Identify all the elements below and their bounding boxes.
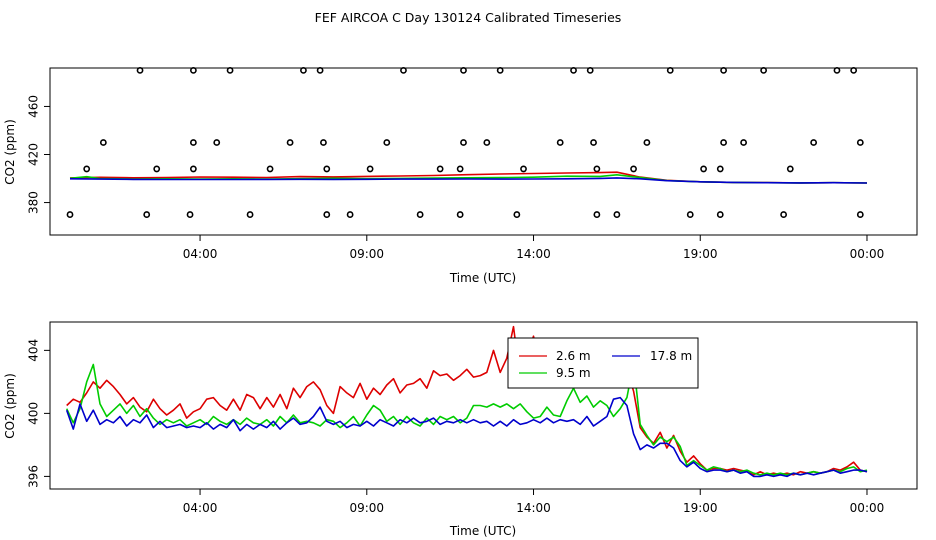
bottom-plot-frame — [49, 321, 918, 490]
top-reference-point — [513, 211, 521, 218]
top-reference-point — [716, 165, 724, 173]
bottom-y-axis-label: CO2 (ppm) — [3, 373, 17, 439]
top-reference-point — [570, 67, 577, 74]
top-reference-point — [856, 139, 864, 146]
top-reference-point — [720, 67, 727, 74]
top-reference-point — [666, 67, 674, 74]
legend-label-2-6m: 2.6 m — [556, 349, 591, 363]
top-reference-point — [740, 139, 747, 146]
top-axis-ticks: 04:00 09:00 14:00 19:00 00:00 380 420 460 — [27, 95, 885, 261]
top-y-axis-label: CO2 (ppm) — [3, 119, 17, 185]
top-reference-point — [593, 165, 601, 173]
top-x-tick-label: 14:00 — [516, 247, 551, 261]
top-reference-point — [520, 165, 527, 173]
bottom-y-tick-label: 396 — [27, 465, 41, 488]
top-reference-point — [189, 165, 197, 173]
top-reference-point — [213, 139, 221, 146]
top-reference-point — [266, 165, 274, 173]
bottom-series-line-9-5-m — [65, 362, 868, 476]
top-reference-point — [460, 139, 467, 146]
bottom-series-lines — [65, 325, 868, 478]
bottom-x-tick-label: 09:00 — [349, 501, 384, 515]
top-reference-point — [246, 211, 254, 218]
bottom-y-tick-label: 400 — [27, 402, 41, 425]
top-reference-point — [143, 211, 151, 218]
top-x-tick-label: 00:00 — [850, 247, 885, 261]
top-reference-point — [760, 67, 768, 74]
top-reference-point — [366, 165, 374, 173]
top-reference-point — [189, 67, 197, 74]
top-reference-point — [66, 211, 74, 218]
top-reference-point — [780, 211, 788, 218]
top-series-line-17-8-m — [69, 177, 868, 184]
top-reference-point — [186, 211, 194, 218]
top-reference-point — [99, 139, 107, 146]
bottom-x-tick-label: 04:00 — [183, 501, 218, 515]
bottom-series-line-17-8-m — [65, 396, 868, 478]
top-x-axis-label: Time (UTC) — [449, 271, 516, 285]
top-reference-point — [346, 211, 354, 218]
bottom-x-tick-label: 00:00 — [850, 501, 885, 515]
chart-title: FEF AIRCOA C Day 130124 Calibrated Times… — [315, 10, 622, 25]
top-reference-point — [383, 139, 391, 146]
top-x-tick-label: 04:00 — [183, 247, 218, 261]
top-reference-point — [590, 139, 597, 146]
top-x-tick-label: 19:00 — [683, 247, 718, 261]
top-reference-point — [436, 165, 444, 173]
top-reference-points — [66, 67, 864, 218]
top-reference-point — [189, 139, 197, 146]
top-reference-point — [323, 165, 331, 173]
top-plot-frame — [49, 67, 918, 236]
top-reference-point — [630, 165, 637, 173]
top-reference-point — [300, 67, 307, 74]
top-x-tick-label: 09:00 — [349, 247, 384, 261]
bottom-x-tick-label: 19:00 — [683, 501, 718, 515]
top-reference-point — [556, 139, 564, 146]
top-reference-point — [613, 211, 621, 218]
legend-label-9-5m: 9.5 m — [556, 366, 591, 380]
top-reference-point — [323, 211, 331, 218]
top-series-lines — [69, 171, 868, 184]
bottom-x-axis-label: Time (UTC) — [449, 524, 516, 538]
top-plot-panel: 04:00 09:00 14:00 19:00 00:00 380 420 460 Time … — [3, 67, 918, 285]
top-reference-point — [643, 139, 651, 146]
top-reference-point — [456, 211, 464, 218]
top-reference-point — [320, 139, 327, 146]
legend-box — [507, 337, 699, 389]
top-reference-point — [833, 67, 841, 74]
bottom-x-tick-label: 14:00 — [516, 501, 551, 515]
legend-label-17-8m: 17.8 m — [650, 349, 692, 363]
top-reference-point — [586, 67, 594, 74]
top-reference-point — [720, 139, 727, 146]
bottom-series-line-2-6-m — [66, 325, 868, 476]
top-reference-point — [686, 211, 694, 218]
top-reference-point — [416, 211, 424, 218]
top-reference-point — [856, 211, 864, 218]
bottom-y-tick-label: 404 — [27, 339, 41, 362]
top-reference-point — [153, 165, 161, 173]
top-reference-point — [400, 67, 407, 74]
top-reference-point — [316, 67, 324, 74]
top-reference-point — [850, 67, 858, 74]
legend: 2.6 m 9.5 m 17.8 m — [507, 337, 699, 389]
top-y-tick-label: 460 — [27, 95, 41, 118]
top-reference-point — [786, 165, 794, 173]
top-reference-point — [700, 165, 707, 173]
top-y-tick-label: 420 — [27, 143, 41, 166]
top-y-tick-label: 380 — [27, 191, 41, 214]
bottom-plot-panel: 04:00 09:00 14:00 19:00 00:00 396 400 404 Time … — [3, 321, 918, 538]
top-reference-point — [496, 67, 504, 74]
top-reference-point — [810, 139, 818, 146]
top-reference-point — [483, 139, 491, 146]
top-reference-point — [456, 165, 464, 173]
top-reference-point — [286, 139, 294, 146]
bottom-axis-ticks: 04:00 09:00 14:00 19:00 00:00 396 400 404 — [27, 339, 885, 515]
top-reference-point — [460, 67, 467, 74]
top-reference-point — [136, 67, 144, 74]
top-reference-point — [593, 211, 601, 218]
top-reference-point — [83, 165, 91, 173]
top-reference-point — [226, 67, 234, 74]
top-reference-point — [716, 211, 724, 218]
